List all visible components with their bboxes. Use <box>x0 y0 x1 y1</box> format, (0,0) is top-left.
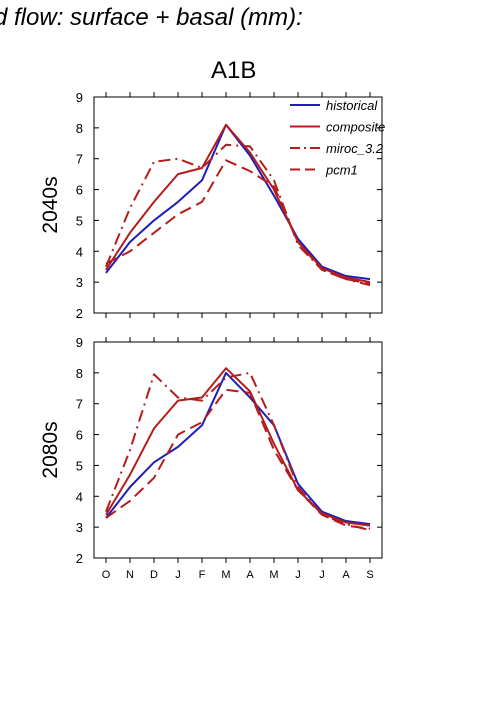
panel-heading: A1B <box>211 57 257 84</box>
x-tick-label: A <box>246 569 254 581</box>
legend-label: miroc_3.2 <box>326 141 384 156</box>
x-tick-label: J <box>319 569 325 581</box>
y-tick-label: 4 <box>76 244 83 259</box>
legend-label: historical <box>326 98 378 113</box>
y-tick-label: 9 <box>76 335 83 350</box>
x-tick-label: N <box>126 569 134 581</box>
x-tick-label: J <box>175 569 181 581</box>
y-tick-label: 2 <box>76 306 83 321</box>
y-tick-label: 5 <box>76 213 83 228</box>
plot-frame <box>93 96 383 314</box>
y-tick-label: 3 <box>76 275 83 290</box>
y-tick-label: 2 <box>76 551 83 566</box>
series-line-historical <box>105 123 371 281</box>
series-line-miroc-3-2 <box>105 143 371 287</box>
plot-frame <box>93 341 383 559</box>
legend-label: composite <box>326 120 385 135</box>
series-line-historical <box>105 371 371 526</box>
legend-label: pcm1 <box>325 163 358 178</box>
x-tick-label: O <box>102 569 111 581</box>
series-line-composite <box>105 367 371 527</box>
x-tick-label: F <box>199 569 206 581</box>
y-tick-label: 5 <box>76 458 83 473</box>
row-label: 2040s <box>39 176 62 233</box>
x-tick-label: D <box>150 569 158 581</box>
y-tick-label: 6 <box>76 183 83 198</box>
y-tick-label: 6 <box>76 428 83 443</box>
y-tick-label: 4 <box>76 489 83 504</box>
y-tick-label: 7 <box>76 152 83 167</box>
y-tick-label: 3 <box>76 520 83 535</box>
series-line-composite <box>105 123 371 284</box>
y-tick-label: 8 <box>76 121 83 136</box>
series-line-pcm1 <box>105 388 371 530</box>
x-tick-label: M <box>269 569 278 581</box>
x-tick-label: J <box>295 569 301 581</box>
page-title: d flow: surface + basal (mm): <box>0 4 303 31</box>
y-tick-label: 8 <box>76 366 83 381</box>
x-tick-label: M <box>221 569 230 581</box>
y-tick-label: 9 <box>76 90 83 105</box>
x-tick-label: S <box>366 569 373 581</box>
series-line-miroc-3-2 <box>105 371 371 532</box>
row-label: 2080s <box>39 421 62 478</box>
x-tick-label: A <box>342 569 350 581</box>
y-tick-label: 7 <box>76 397 83 412</box>
